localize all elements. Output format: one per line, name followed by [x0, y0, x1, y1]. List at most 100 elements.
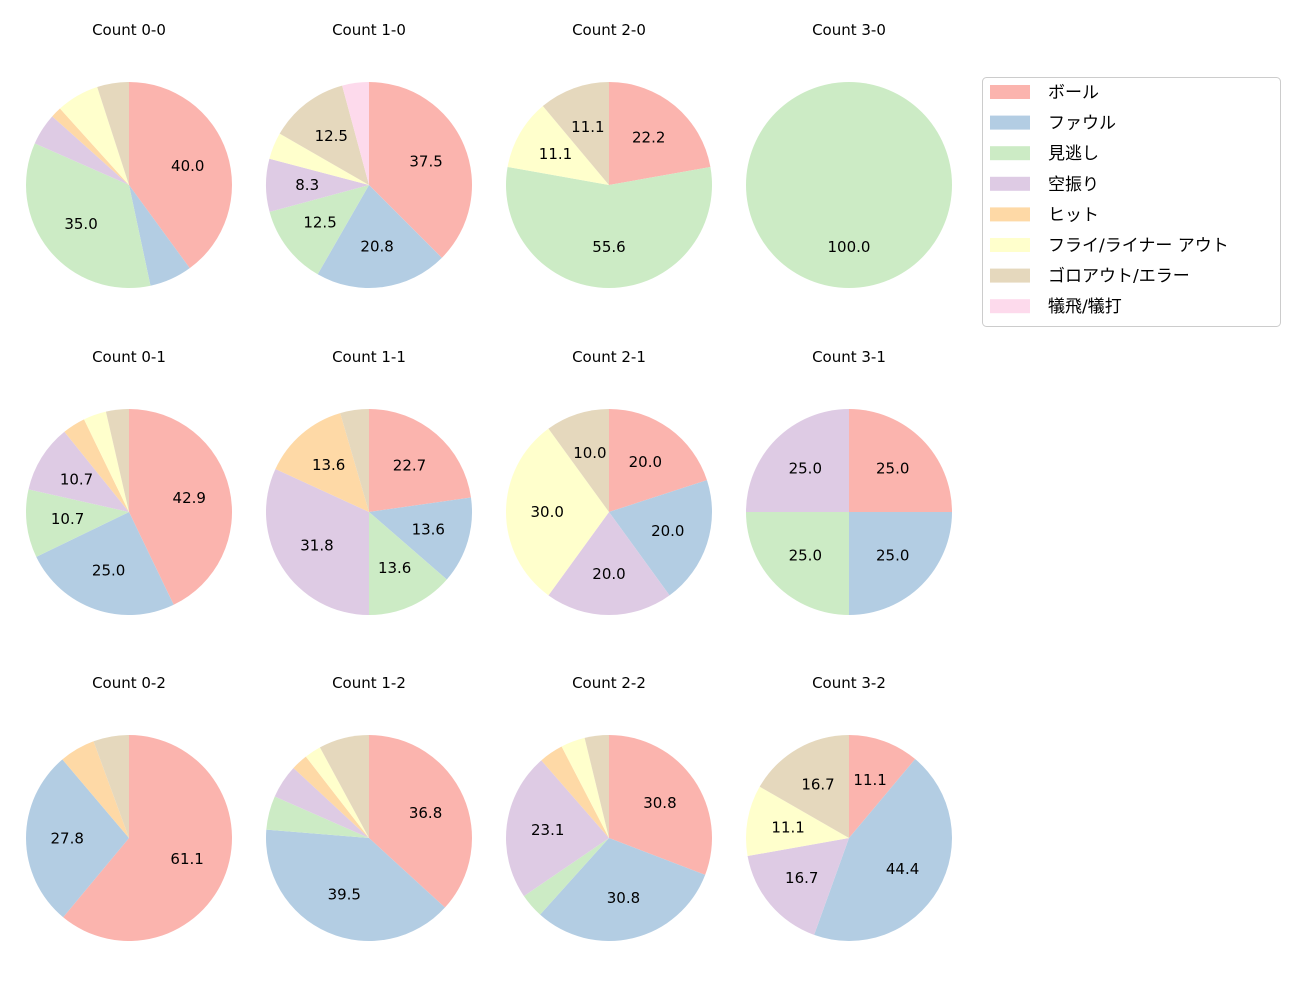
pie-count-3-2: Count 3-2 11.1 44.4 16.7 11.1 16.7 — [746, 674, 953, 941]
legend-label: フライ/ライナー アウト — [1048, 236, 1229, 256]
pie-slice-6 — [105, 409, 129, 512]
pie-count-2-0: Count 2-0 22.2 55.6 11.1 11.1 — [506, 21, 712, 288]
pie-slice-5 — [746, 786, 849, 857]
slice-label: 25.0 — [92, 561, 125, 579]
pie-slice-0 — [609, 735, 712, 875]
pie-slice-2 — [26, 143, 151, 288]
pie-slice-3 — [34, 116, 129, 185]
legend-label: 空振り — [1048, 175, 1099, 195]
pie-slice-1 — [369, 497, 472, 580]
legend-swatch — [990, 268, 1030, 283]
pie-slice-3 — [506, 760, 609, 897]
pie-slice-3 — [274, 767, 369, 838]
legend-swatch — [990, 115, 1030, 130]
slice-label: 61.1 — [170, 850, 203, 868]
slice-label: 35.0 — [64, 215, 97, 233]
legend-swatch — [990, 238, 1030, 252]
slice-label: 44.4 — [886, 860, 919, 878]
legend-label: 犠飛/犠打 — [1048, 297, 1122, 317]
legend-label: ボール — [1048, 83, 1099, 103]
legend-swatch — [990, 299, 1030, 314]
pie-slice-6 — [340, 409, 369, 512]
slice-label: 22.7 — [393, 456, 426, 474]
pie-slice-3 — [28, 431, 130, 512]
pie-count-1-1: Count 1-1 22.7 13.6 13.6 31.8 13.6 — [266, 348, 472, 615]
pie-slice-3 — [266, 468, 369, 615]
slice-label: 20.8 — [360, 237, 393, 255]
pie-title: Count 2-0 — [572, 21, 646, 39]
slice-label: 25.0 — [876, 459, 909, 477]
pie-slice-2 — [523, 838, 609, 915]
pie-title: Count 0-1 — [92, 348, 166, 366]
slice-label: 20.0 — [651, 522, 684, 540]
pie-slice-6 — [97, 82, 129, 185]
slice-label: 27.8 — [50, 829, 83, 847]
pie-count-2-1: Count 2-1 20.0 20.0 20.0 30.0 10.0 — [506, 348, 712, 615]
pie-slice-2 — [26, 489, 129, 557]
slice-label: 12.5 — [315, 127, 348, 145]
pie-title: Count 0-2 — [92, 674, 166, 692]
slice-label: 31.8 — [300, 536, 333, 554]
pie-slice-0 — [849, 409, 952, 512]
pie-title: Count 2-1 — [572, 348, 646, 366]
slice-label: 20.0 — [592, 565, 625, 583]
pie-slice-6 — [548, 409, 609, 512]
slice-label: 36.8 — [409, 804, 442, 822]
pie-title: Count 3-0 — [812, 21, 886, 39]
pie-slice-1 — [129, 185, 190, 286]
pie-title: Count 2-2 — [572, 674, 646, 692]
pie-title: Count 3-1 — [812, 348, 886, 366]
pie-slice-6 — [319, 735, 369, 838]
pie-count-0-1: Count 0-1 42.9 25.0 10.7 10.7 — [26, 348, 233, 615]
pie-slice-6 — [93, 735, 129, 838]
slice-label: 25.0 — [789, 547, 822, 565]
slice-label: 100.0 — [828, 238, 871, 256]
slice-label: 20.0 — [629, 453, 662, 471]
pie-slice-2 — [369, 512, 447, 615]
legend-swatch — [990, 176, 1030, 191]
slice-label: 55.6 — [592, 238, 625, 256]
slice-label: 39.5 — [328, 886, 361, 904]
pie-slice-3 — [548, 512, 670, 615]
pie-slice-3 — [266, 158, 369, 212]
pie-slice-0 — [129, 82, 232, 269]
legend-swatch — [990, 85, 1030, 99]
pie-slice-6 — [542, 82, 609, 185]
slice-label: 10.7 — [60, 470, 93, 488]
pie-count-0-0: Count 0-0 40.0 35.0 — [26, 21, 232, 288]
slice-label: 11.1 — [853, 771, 886, 789]
pie-slice-5 — [59, 87, 130, 185]
legend-swatch — [990, 146, 1030, 161]
pie-count-0-2: Count 0-2 61.1 27.8 — [25, 674, 232, 941]
slice-label: 13.6 — [312, 456, 345, 474]
pie-slice-7 — [342, 82, 369, 185]
slice-label: 22.2 — [632, 129, 665, 147]
pie-count-3-1: Count 3-1 25.0 25.0 25.0 25.0 — [746, 348, 952, 615]
pie-slice-0 — [609, 409, 707, 512]
pie-slice-1 — [36, 512, 174, 615]
slice-label: 13.6 — [412, 520, 445, 538]
pie-slice-5 — [305, 747, 369, 838]
slice-label: 23.1 — [531, 821, 564, 839]
slice-label: 30.8 — [643, 794, 676, 812]
pie-slice-1 — [25, 759, 130, 918]
pie-slice-2 — [746, 82, 952, 288]
pie-slice-5 — [561, 737, 609, 838]
pie-slice-4 — [64, 419, 129, 512]
pie-slice-5 — [269, 133, 369, 185]
pie-slice-6 — [759, 735, 849, 838]
slice-label: 25.0 — [876, 547, 909, 565]
pie-title: Count 1-0 — [332, 21, 406, 39]
slice-label: 16.7 — [785, 869, 818, 887]
pie-slice-0 — [369, 409, 471, 512]
pie-count-1-0: Count 1-0 37.5 20.8 12.5 8.3 12.5 — [266, 21, 472, 288]
pie-slice-4 — [541, 746, 609, 838]
legend-swatch — [990, 207, 1030, 222]
legend-label: ファウル — [1048, 114, 1116, 134]
pie-slice-0 — [609, 82, 711, 185]
pie-title: Count 3-2 — [812, 674, 886, 692]
slice-label: 37.5 — [409, 152, 442, 170]
pie-slice-4 — [52, 108, 130, 185]
slice-label: 42.9 — [173, 489, 206, 507]
pie-slice-5 — [506, 428, 609, 596]
